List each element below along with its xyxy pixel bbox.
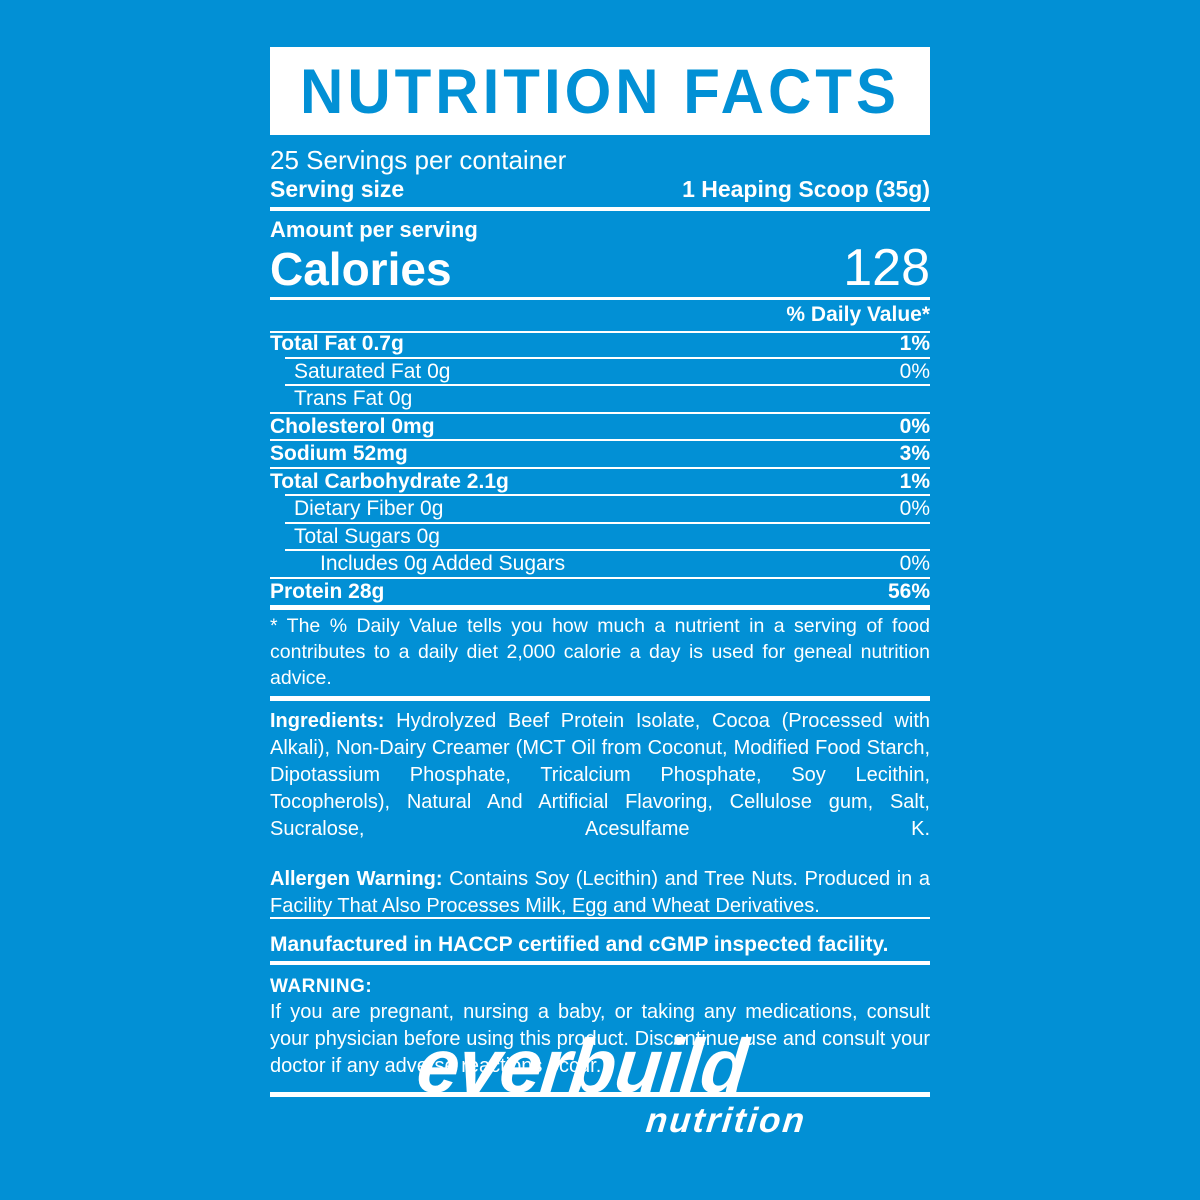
calories-label: Calories (270, 243, 452, 295)
daily-value-header: % Daily Value* (786, 303, 930, 326)
nutrient-daily-value: 0% (899, 359, 930, 383)
nutrient-row: Total Carbohydrate 2.1g 1% (270, 469, 930, 493)
brand-tagline: nutrition (644, 1101, 809, 1140)
nutrient-daily-value: 0% (899, 414, 930, 438)
divider-thick (270, 1092, 930, 1097)
nutrient-row: Trans Fat 0g (270, 388, 930, 410)
daily-value-footnote: * The % Daily Value tells you how much a… (270, 615, 930, 689)
nutrient-daily-value: 0% (899, 497, 930, 520)
divider-medium (270, 297, 930, 300)
warning-text: If you are pregnant, nursing a baby, or … (270, 1001, 930, 1077)
brand-name: everbuild (413, 1024, 751, 1109)
nutrient-name: Dietary Fiber 0g (294, 497, 444, 520)
nutrient-name: Saturated Fat 0g (294, 359, 451, 383)
nutrient-name: Cholesterol 0mg (270, 414, 435, 438)
servings-per-container: 25 Servings per container (270, 145, 567, 175)
nutrient-name: Sodium 52mg (270, 442, 408, 465)
allergen-paragraph: Allergen Warning: Contains Soy (Lecithin… (270, 866, 930, 920)
divider-thin (270, 331, 930, 333)
nutrient-row: Saturated Fat 0g 0% (270, 359, 930, 383)
serving-size-label: Serving size (270, 176, 405, 202)
divider-thick (270, 207, 930, 211)
nutrient-daily-value: 1% (899, 332, 930, 355)
nutrient-row: Includes 0g Added Sugars 0% (270, 553, 930, 575)
row-divider (285, 521, 930, 524)
brand-logo: everbuild nutrition (352, 1024, 812, 1140)
nutrient-name: Total Fat 0.7g (270, 332, 404, 355)
nutrient-row: Total Fat 0.7g 1% (270, 333, 930, 355)
warning-label: WARNING: (270, 976, 373, 997)
nutrition-facts-title: NUTRITION FACTS (300, 55, 900, 127)
calories-value: 128 (843, 239, 930, 297)
nutrient-name: Protein 28g (270, 579, 385, 603)
nutrient-rows: Total Fat 0.7g 1% Saturated Fat 0g 0% Trans … (270, 333, 930, 602)
nutrient-row: Total Sugars 0g (270, 524, 930, 548)
nutrient-daily-value: 0% (899, 552, 930, 575)
nutrient-row: Sodium 52mg 3% (270, 443, 930, 465)
divider-thick (270, 605, 930, 610)
row-divider (285, 356, 930, 359)
nutrition-facts-title-box: NUTRITION FACTS (270, 47, 930, 135)
ingredients-text: Hydrolyzed Beef Protein Isolate, Cocoa (… (270, 710, 931, 840)
nutrient-row: Dietary Fiber 0g 0% (270, 498, 930, 520)
serving-size-value: 1 Heaping Scoop (35g) (682, 176, 930, 202)
allergen-warning-text: Contains Soy (Lecithin) and Tree Nuts. P… (270, 868, 930, 917)
row-divider (270, 466, 930, 469)
row-divider (285, 494, 930, 496)
allergen-warning-label: Allergen Warning: (270, 868, 443, 890)
calories-row: Calories 128 (270, 239, 930, 297)
nutrient-row: Protein 28g 56% (270, 579, 930, 603)
nutrition-label: NUTRITION FACTS 25 Servings per containe… (270, 47, 930, 1097)
row-divider (270, 439, 930, 441)
row-divider (270, 576, 930, 579)
manufactured-statement: Manufactured in HACCP certified and cGMP… (270, 933, 889, 956)
nutrient-daily-value: 56% (887, 579, 930, 603)
amount-per-serving: Amount per serving (270, 217, 478, 242)
nutrient-row: Cholesterol 0mg 0% (270, 414, 930, 438)
ingredients-label: Ingredients: (270, 710, 385, 732)
divider-thin (270, 917, 930, 919)
nutrient-name: Trans Fat 0g (294, 387, 413, 410)
row-divider (285, 384, 930, 386)
row-divider (270, 411, 930, 414)
serving-size-row: Serving size 1 Heaping Scoop (35g) (270, 176, 930, 202)
divider-thick (270, 696, 930, 701)
ingredients-paragraph: Ingredients: Hydrolyzed Beef Protein Iso… (270, 708, 930, 843)
row-divider (285, 549, 930, 551)
nutrient-daily-value: 1% (899, 469, 930, 493)
divider-thick (270, 961, 930, 965)
nutrient-name: Total Sugars 0g (294, 524, 440, 548)
nutrient-daily-value: 3% (899, 442, 930, 465)
nutrient-name: Includes 0g Added Sugars (320, 552, 566, 575)
nutrient-name: Total Carbohydrate 2.1g (270, 469, 509, 493)
